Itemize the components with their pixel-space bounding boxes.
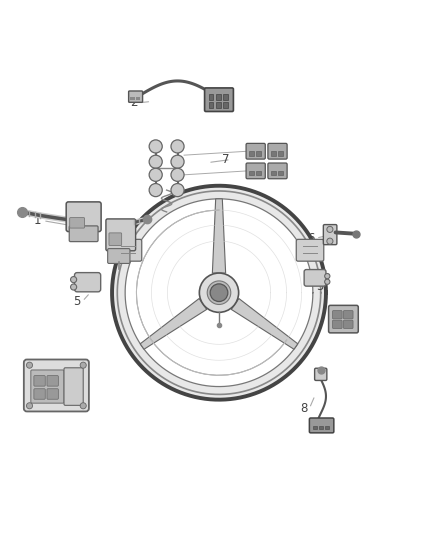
Circle shape: [171, 183, 184, 197]
FancyBboxPatch shape: [114, 239, 142, 261]
FancyBboxPatch shape: [332, 320, 342, 328]
FancyBboxPatch shape: [223, 102, 228, 108]
FancyBboxPatch shape: [131, 97, 135, 100]
Text: 4: 4: [344, 319, 352, 332]
FancyBboxPatch shape: [343, 311, 353, 319]
FancyBboxPatch shape: [216, 94, 221, 100]
FancyBboxPatch shape: [323, 224, 337, 245]
FancyBboxPatch shape: [64, 368, 83, 405]
FancyBboxPatch shape: [328, 305, 358, 333]
Text: 5: 5: [74, 295, 81, 308]
FancyBboxPatch shape: [246, 143, 265, 159]
Polygon shape: [212, 199, 226, 273]
FancyBboxPatch shape: [74, 272, 101, 292]
Circle shape: [26, 362, 32, 368]
Polygon shape: [140, 298, 207, 349]
Circle shape: [149, 155, 162, 168]
FancyBboxPatch shape: [208, 102, 213, 108]
FancyBboxPatch shape: [66, 202, 101, 231]
FancyBboxPatch shape: [332, 311, 342, 319]
Circle shape: [149, 140, 162, 153]
FancyBboxPatch shape: [271, 151, 276, 156]
FancyBboxPatch shape: [325, 426, 329, 430]
FancyBboxPatch shape: [136, 97, 140, 100]
FancyBboxPatch shape: [47, 389, 58, 399]
FancyBboxPatch shape: [31, 370, 64, 403]
Text: 1: 1: [34, 214, 42, 227]
FancyBboxPatch shape: [268, 143, 287, 159]
FancyBboxPatch shape: [319, 426, 323, 430]
FancyBboxPatch shape: [278, 171, 283, 175]
Polygon shape: [231, 298, 298, 349]
Circle shape: [71, 277, 77, 282]
Text: 6: 6: [307, 232, 314, 245]
FancyBboxPatch shape: [34, 389, 45, 399]
Circle shape: [327, 238, 333, 244]
Circle shape: [149, 183, 162, 197]
Circle shape: [71, 284, 77, 290]
FancyBboxPatch shape: [70, 217, 85, 228]
FancyBboxPatch shape: [309, 418, 334, 433]
Text: 8: 8: [300, 402, 308, 415]
FancyBboxPatch shape: [296, 239, 324, 261]
FancyBboxPatch shape: [314, 368, 327, 381]
Circle shape: [171, 155, 184, 168]
Circle shape: [210, 284, 228, 302]
FancyBboxPatch shape: [69, 226, 98, 241]
FancyBboxPatch shape: [109, 233, 122, 246]
FancyBboxPatch shape: [24, 359, 89, 411]
Text: 3: 3: [108, 234, 116, 247]
Circle shape: [199, 273, 239, 312]
Circle shape: [207, 281, 231, 304]
Circle shape: [171, 168, 184, 181]
FancyBboxPatch shape: [106, 219, 136, 251]
FancyBboxPatch shape: [223, 94, 228, 100]
FancyBboxPatch shape: [278, 151, 283, 156]
FancyBboxPatch shape: [304, 270, 326, 286]
Circle shape: [327, 227, 333, 232]
FancyBboxPatch shape: [249, 171, 254, 175]
FancyBboxPatch shape: [343, 320, 353, 328]
Text: 5: 5: [317, 280, 324, 293]
Circle shape: [26, 403, 32, 409]
FancyBboxPatch shape: [313, 426, 317, 430]
FancyBboxPatch shape: [208, 94, 213, 100]
Circle shape: [149, 168, 162, 181]
FancyBboxPatch shape: [108, 248, 130, 263]
FancyBboxPatch shape: [47, 376, 58, 386]
FancyBboxPatch shape: [34, 376, 45, 386]
FancyBboxPatch shape: [216, 102, 221, 108]
FancyBboxPatch shape: [246, 163, 265, 179]
Circle shape: [171, 140, 184, 153]
Text: 9: 9: [34, 398, 42, 410]
FancyBboxPatch shape: [129, 91, 143, 102]
FancyBboxPatch shape: [249, 151, 254, 156]
Polygon shape: [112, 185, 326, 400]
Text: 2: 2: [130, 96, 138, 109]
FancyBboxPatch shape: [205, 88, 233, 111]
FancyBboxPatch shape: [256, 171, 261, 175]
Circle shape: [325, 273, 330, 279]
Circle shape: [80, 403, 86, 409]
FancyBboxPatch shape: [271, 171, 276, 175]
Text: 7: 7: [222, 153, 230, 166]
Circle shape: [80, 362, 86, 368]
FancyBboxPatch shape: [256, 151, 261, 156]
Circle shape: [325, 279, 330, 285]
FancyBboxPatch shape: [268, 163, 287, 179]
Polygon shape: [125, 199, 313, 386]
